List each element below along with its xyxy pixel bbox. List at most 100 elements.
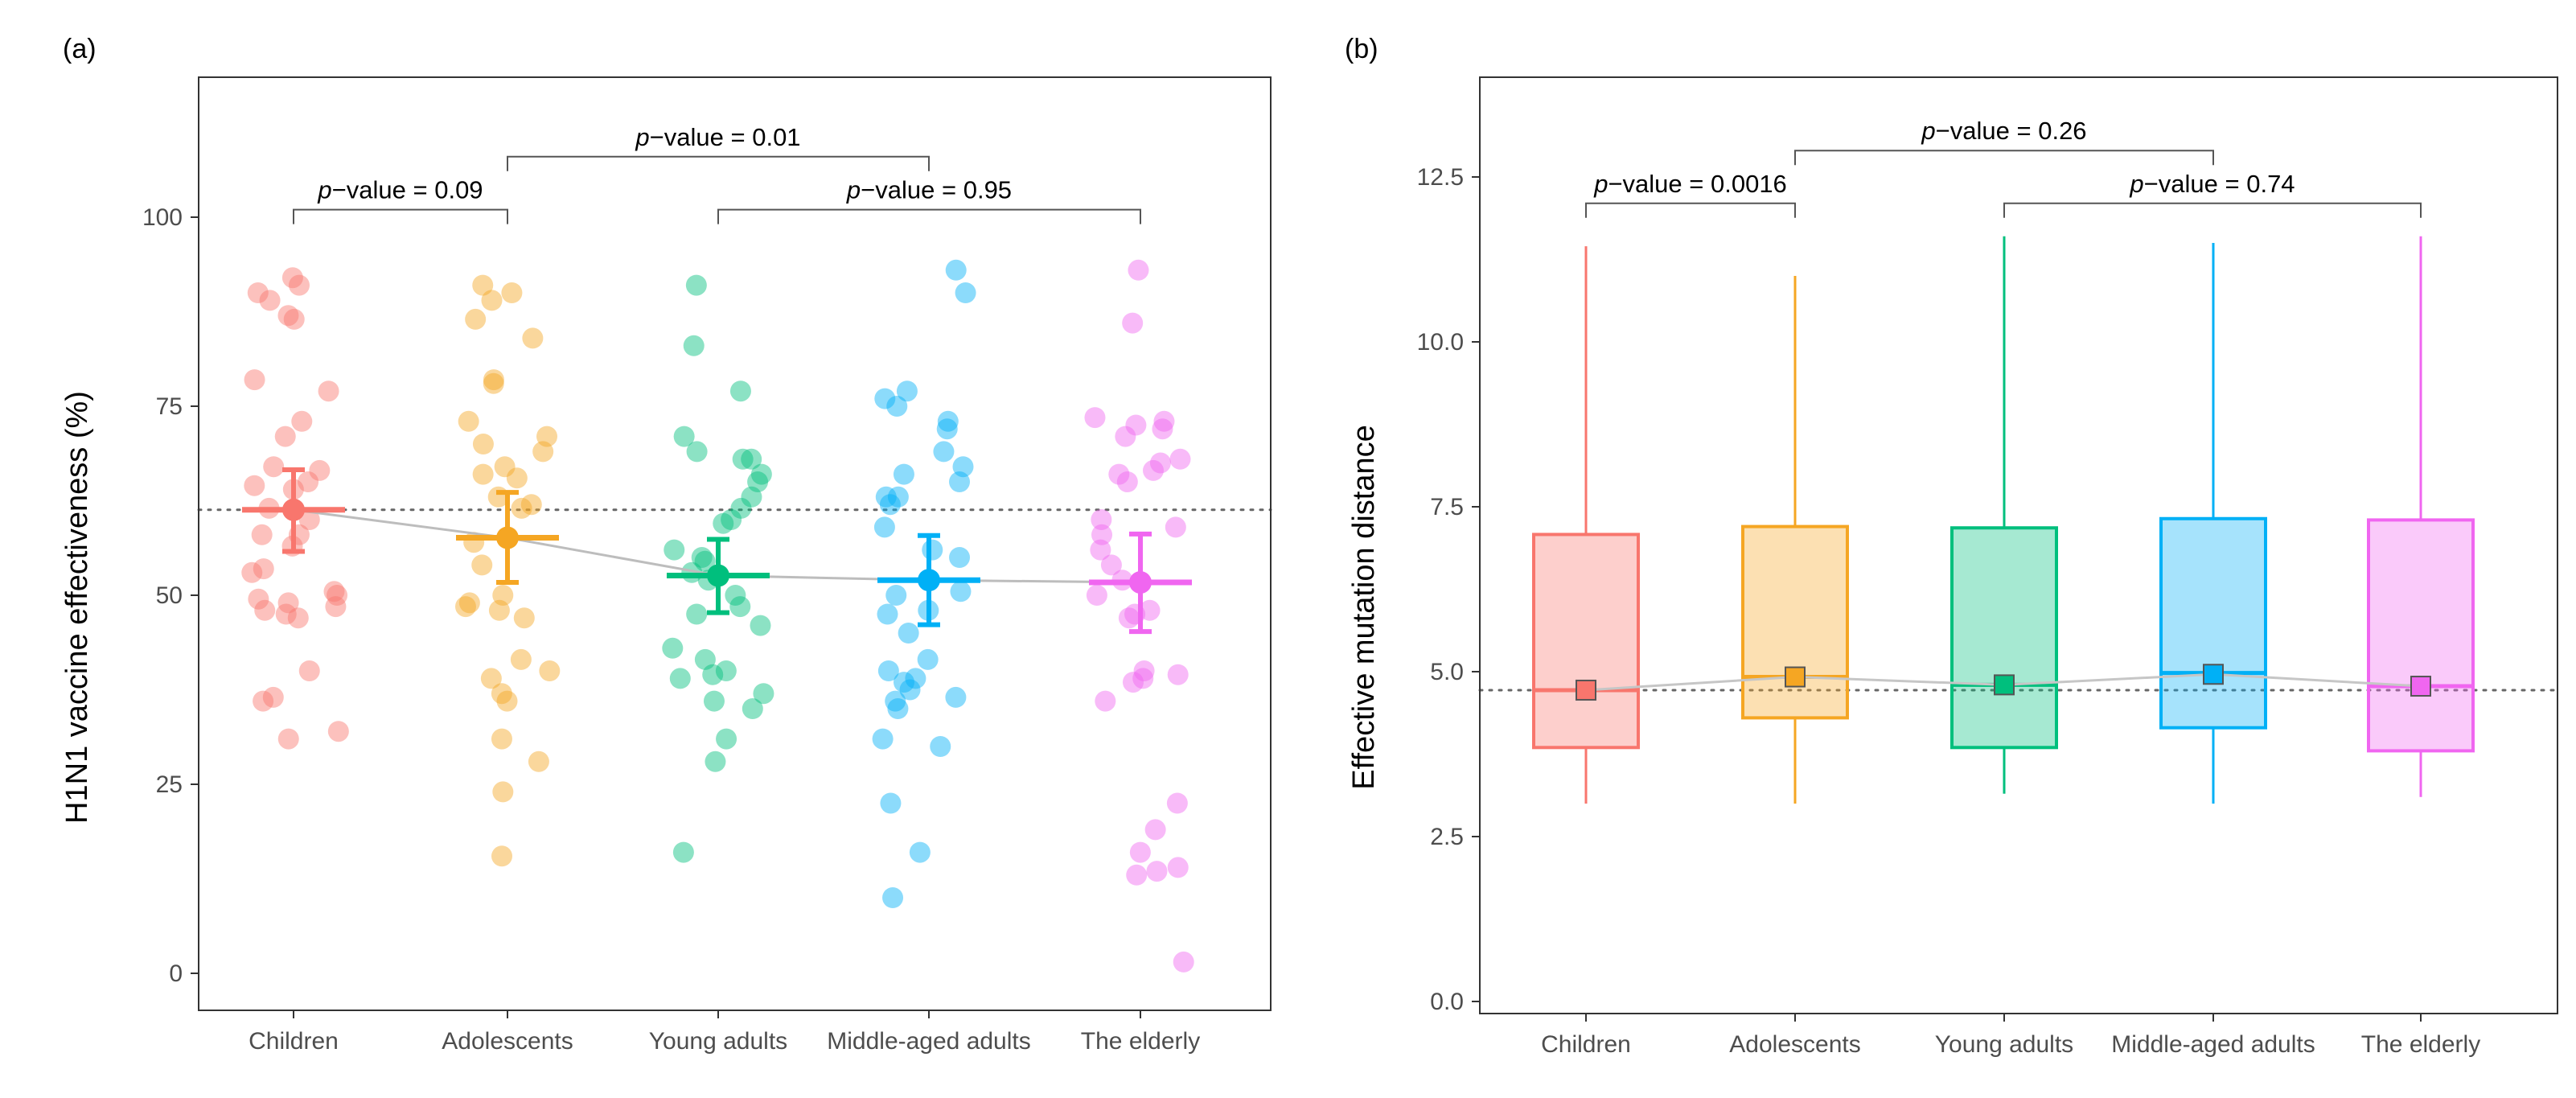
data-point-the-elderly (1165, 516, 1186, 538)
data-point-adolescents (496, 690, 518, 712)
data-point-the-elderly (1116, 471, 1138, 492)
data-point-the-elderly (1166, 792, 1188, 814)
panel-a-y-axis-label: H1N1 vaccine effectiveness (%) (60, 391, 94, 824)
data-point-young-adults (730, 497, 752, 519)
data-point-young-adults (732, 448, 754, 470)
data-point-the-elderly (1100, 554, 1122, 576)
data-point-children (277, 592, 299, 614)
significance-bracket (507, 155, 930, 171)
data-point-the-elderly (1133, 660, 1155, 681)
data-point-children (253, 690, 274, 712)
data-point-middle-aged-adults (893, 463, 914, 485)
data-point-adolescents (472, 463, 494, 485)
panel-a: (a) H1N1 vaccine effectiveness (%) p−val… (60, 34, 1272, 1055)
mean-marker-young-adults (1994, 674, 2015, 696)
panel-a-label: (a) (63, 34, 97, 64)
data-point-adolescents (511, 497, 532, 519)
data-point-adolescents (458, 592, 480, 614)
data-point-children (251, 524, 273, 545)
panel-a-y-tick-label: 100 (142, 204, 183, 231)
panel-b-axes: 0.0 2.5 5.0 7.5 10.0 12.5 Children Adolescents Y… (1417, 164, 2481, 1058)
panel-b-y-tick-label: 10.0 (1417, 329, 1464, 356)
data-point-children (288, 274, 310, 296)
data-point-middle-aged-adults (877, 603, 898, 625)
mean-marker-middle-aged-adults (2203, 664, 2224, 685)
data-point-children (298, 509, 320, 530)
data-point-middle-aged-adults (880, 792, 902, 814)
data-point-the-elderly (1153, 410, 1175, 432)
data-point-middle-aged-adults (893, 672, 914, 693)
data-point-children (309, 459, 331, 481)
panel-b-x-tick-label: The elderly (2361, 1031, 2480, 1058)
data-point-children (277, 728, 299, 750)
data-point-young-adults (672, 841, 694, 863)
data-point-children (259, 290, 281, 311)
data-point-middle-aged-adults (874, 388, 896, 409)
data-point-adolescents (539, 660, 561, 681)
panel-b-x-tick-label: Children (1541, 1031, 1631, 1058)
data-point-adolescents (480, 668, 502, 689)
data-point-the-elderly (1169, 448, 1191, 470)
p-value-label: p−value = 0.26 (1921, 117, 2086, 145)
data-point-the-elderly (1122, 672, 1144, 693)
data-point-middle-aged-adults (887, 698, 909, 719)
data-point-middle-aged-adults (875, 486, 897, 508)
data-point-young-adults (729, 380, 751, 402)
data-point-children (325, 596, 347, 618)
data-point-young-adults (725, 585, 746, 606)
data-point-middle-aged-adults (885, 585, 907, 606)
data-point-middle-aged-adults (936, 418, 958, 440)
data-point-adolescents (492, 781, 514, 803)
data-point-children (327, 721, 349, 742)
data-point-adolescents (483, 369, 504, 391)
data-point-children (244, 369, 265, 391)
panel-b-y-tick-label: 5.0 (1430, 659, 1464, 685)
mean-point-young-adults (707, 564, 729, 587)
data-point-adolescents (510, 648, 532, 670)
data-point-the-elderly (1090, 539, 1111, 561)
p-value-label: p−value = 0.0016 (1593, 170, 1787, 198)
data-point-children (281, 267, 303, 289)
panel-b-y-tick-label: 2.5 (1430, 824, 1464, 850)
data-point-adolescents (494, 456, 516, 478)
data-point-middle-aged-adults (917, 648, 939, 670)
data-point-adolescents (491, 728, 512, 750)
panel-b-x-tick-label: Adolescents (1729, 1031, 1860, 1058)
data-point-adolescents (488, 599, 510, 621)
panel-b-boxes (1532, 236, 2475, 804)
data-point-middle-aged-adults (930, 736, 951, 757)
data-point-the-elderly (1143, 459, 1165, 481)
data-point-children (327, 585, 348, 606)
data-point-children (283, 308, 305, 330)
panel-b-y-tick-label: 12.5 (1417, 164, 1464, 191)
data-point-the-elderly (1152, 418, 1173, 440)
data-point-the-elderly (1118, 607, 1140, 629)
data-point-adolescents (528, 751, 549, 772)
data-point-middle-aged-adults (933, 441, 955, 463)
data-point-the-elderly (1126, 864, 1148, 886)
data-point-middle-aged-adults (887, 486, 909, 508)
data-point-adolescents (536, 426, 558, 447)
data-point-the-elderly (1115, 426, 1136, 447)
data-point-children (298, 660, 320, 681)
data-point-middle-aged-adults (955, 282, 976, 303)
data-point-adolescents (472, 274, 494, 296)
significance-bracket (1794, 150, 2214, 166)
data-point-young-adults (705, 751, 726, 772)
data-point-children (254, 599, 276, 621)
panel-b-annotations: p−value = 0.0016 p−value = 0.26 p−value = … (1585, 117, 2422, 218)
data-point-young-adults (716, 728, 737, 750)
panel-a-y-tick-label: 50 (156, 582, 183, 609)
data-point-children (318, 380, 339, 402)
data-point-the-elderly (1084, 407, 1106, 429)
data-point-children (263, 456, 285, 478)
data-point-the-elderly (1139, 599, 1161, 621)
data-point-middle-aged-adults (945, 686, 967, 708)
data-point-middle-aged-adults (882, 887, 904, 908)
panel-a-annotations: p−value = 0.09 p−value = 0.01 p−value = 0.… (293, 123, 1141, 224)
panel-a-axes: 0 25 50 75 100 Children Adolescents Young adult… (142, 204, 1200, 1055)
panel-a-x-tick-label: Adolescents (442, 1028, 573, 1055)
data-point-middle-aged-adults (949, 471, 971, 492)
panel-a-points (241, 259, 1194, 973)
